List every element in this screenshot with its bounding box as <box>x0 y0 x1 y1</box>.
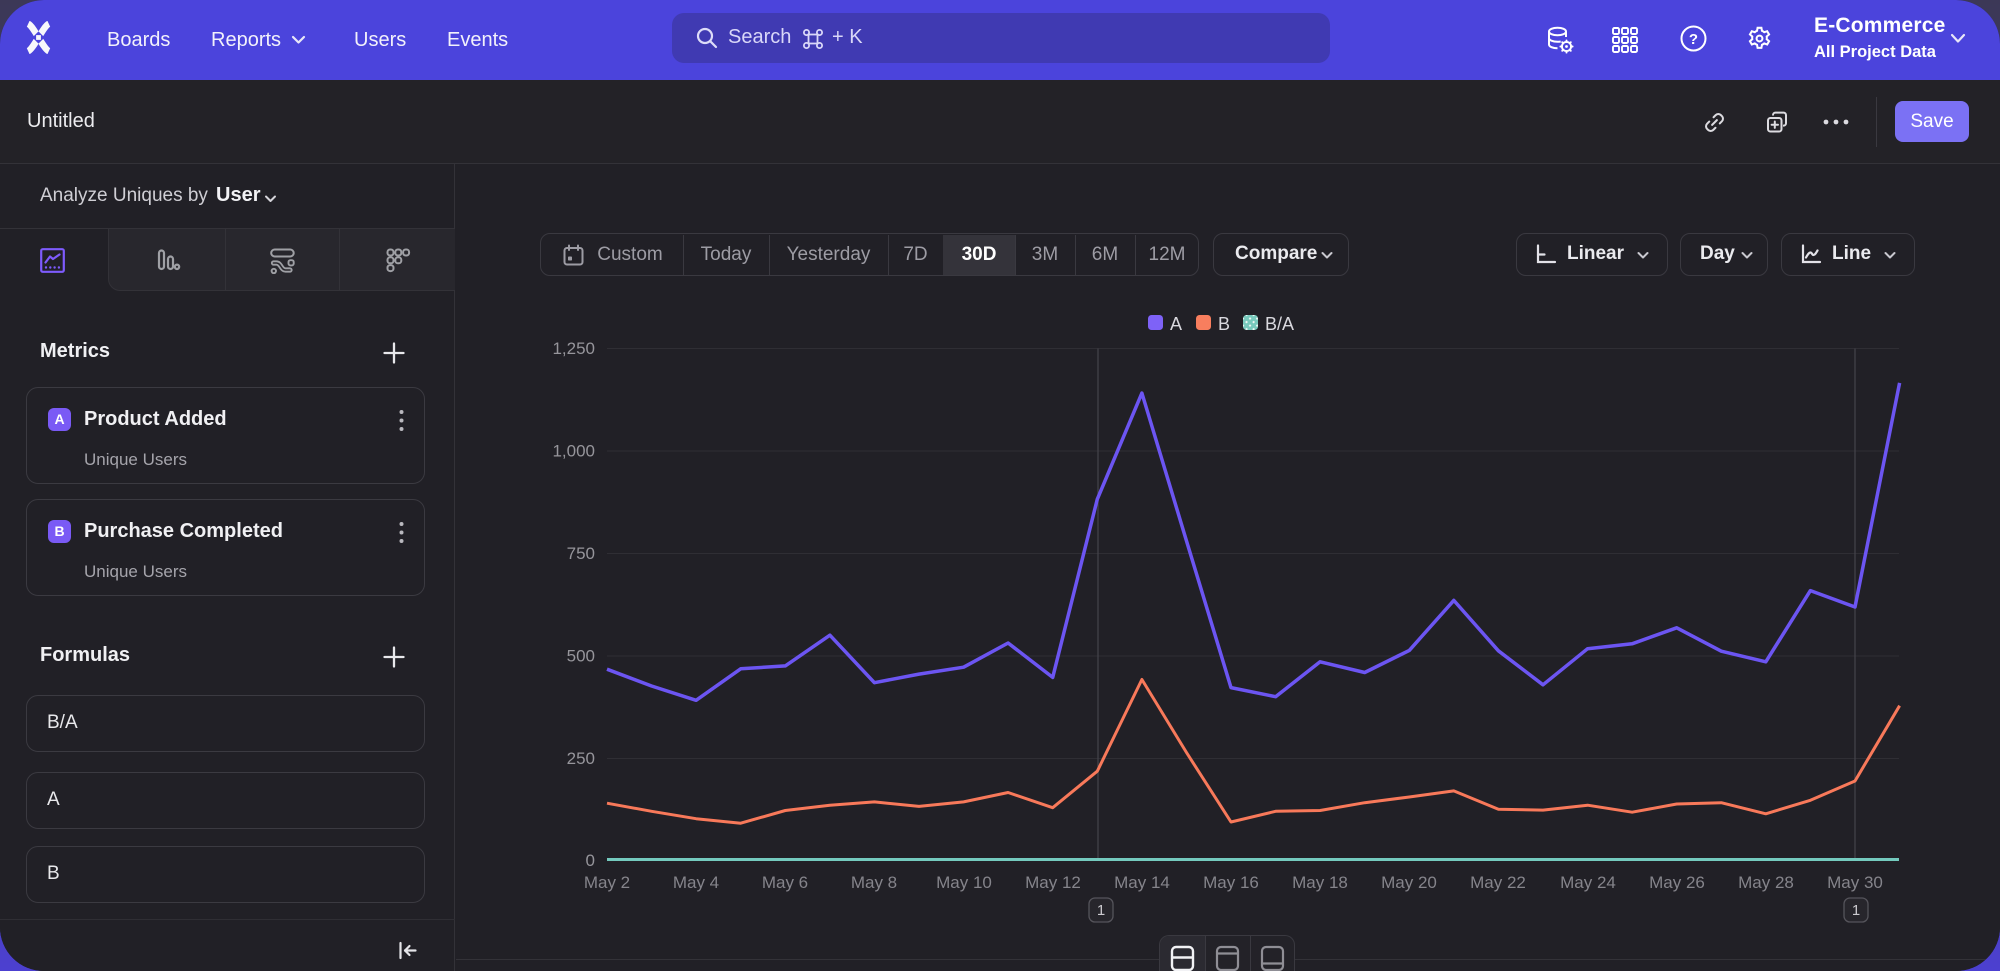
svg-text:May 30: May 30 <box>1827 873 1883 892</box>
svg-text:May 14: May 14 <box>1114 873 1170 892</box>
svg-text:1: 1 <box>1852 902 1860 919</box>
svg-text:1,250: 1,250 <box>552 339 595 358</box>
svg-text:250: 250 <box>567 749 595 768</box>
svg-text:May 28: May 28 <box>1738 873 1794 892</box>
svg-text:May 24: May 24 <box>1560 873 1616 892</box>
svg-text:0: 0 <box>586 851 595 870</box>
svg-text:May 12: May 12 <box>1025 873 1081 892</box>
svg-text:May 26: May 26 <box>1649 873 1705 892</box>
svg-text:1,000: 1,000 <box>552 442 595 461</box>
svg-text:May 16: May 16 <box>1203 873 1259 892</box>
svg-text:May 20: May 20 <box>1381 873 1437 892</box>
svg-text:May 10: May 10 <box>936 873 992 892</box>
svg-text:May 22: May 22 <box>1470 873 1526 892</box>
svg-text:May 18: May 18 <box>1292 873 1348 892</box>
svg-text:1: 1 <box>1097 902 1105 919</box>
svg-text:?: ? <box>1689 31 1698 48</box>
svg-text:May 6: May 6 <box>762 873 808 892</box>
svg-text:750: 750 <box>567 544 595 563</box>
svg-text:500: 500 <box>567 647 595 666</box>
svg-text:May 4: May 4 <box>673 873 719 892</box>
svg-text:May 8: May 8 <box>851 873 897 892</box>
svg-text:May 2: May 2 <box>584 873 630 892</box>
